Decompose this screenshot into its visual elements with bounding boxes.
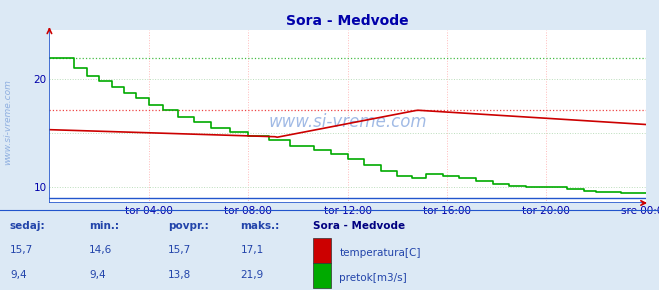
Text: 17,1: 17,1 xyxy=(241,245,264,255)
Text: 9,4: 9,4 xyxy=(10,270,26,280)
Text: povpr.:: povpr.: xyxy=(168,222,209,231)
Text: 13,8: 13,8 xyxy=(168,270,191,280)
Title: Sora - Medvode: Sora - Medvode xyxy=(286,14,409,28)
Text: Sora - Medvode: Sora - Medvode xyxy=(313,222,405,231)
Text: min.:: min.: xyxy=(89,222,119,231)
Text: 15,7: 15,7 xyxy=(168,245,191,255)
Text: 15,7: 15,7 xyxy=(10,245,33,255)
Text: temperatura[C]: temperatura[C] xyxy=(339,248,421,258)
Bar xyxy=(313,238,331,263)
Text: www.si-vreme.com: www.si-vreme.com xyxy=(3,79,13,165)
Text: 14,6: 14,6 xyxy=(89,245,112,255)
Text: 21,9: 21,9 xyxy=(241,270,264,280)
Text: maks.:: maks.: xyxy=(241,222,280,231)
Text: 9,4: 9,4 xyxy=(89,270,105,280)
Text: www.si-vreme.com: www.si-vreme.com xyxy=(268,113,427,131)
Text: pretok[m3/s]: pretok[m3/s] xyxy=(339,273,407,283)
Text: sedaj:: sedaj: xyxy=(10,222,45,231)
Bar xyxy=(313,263,331,288)
